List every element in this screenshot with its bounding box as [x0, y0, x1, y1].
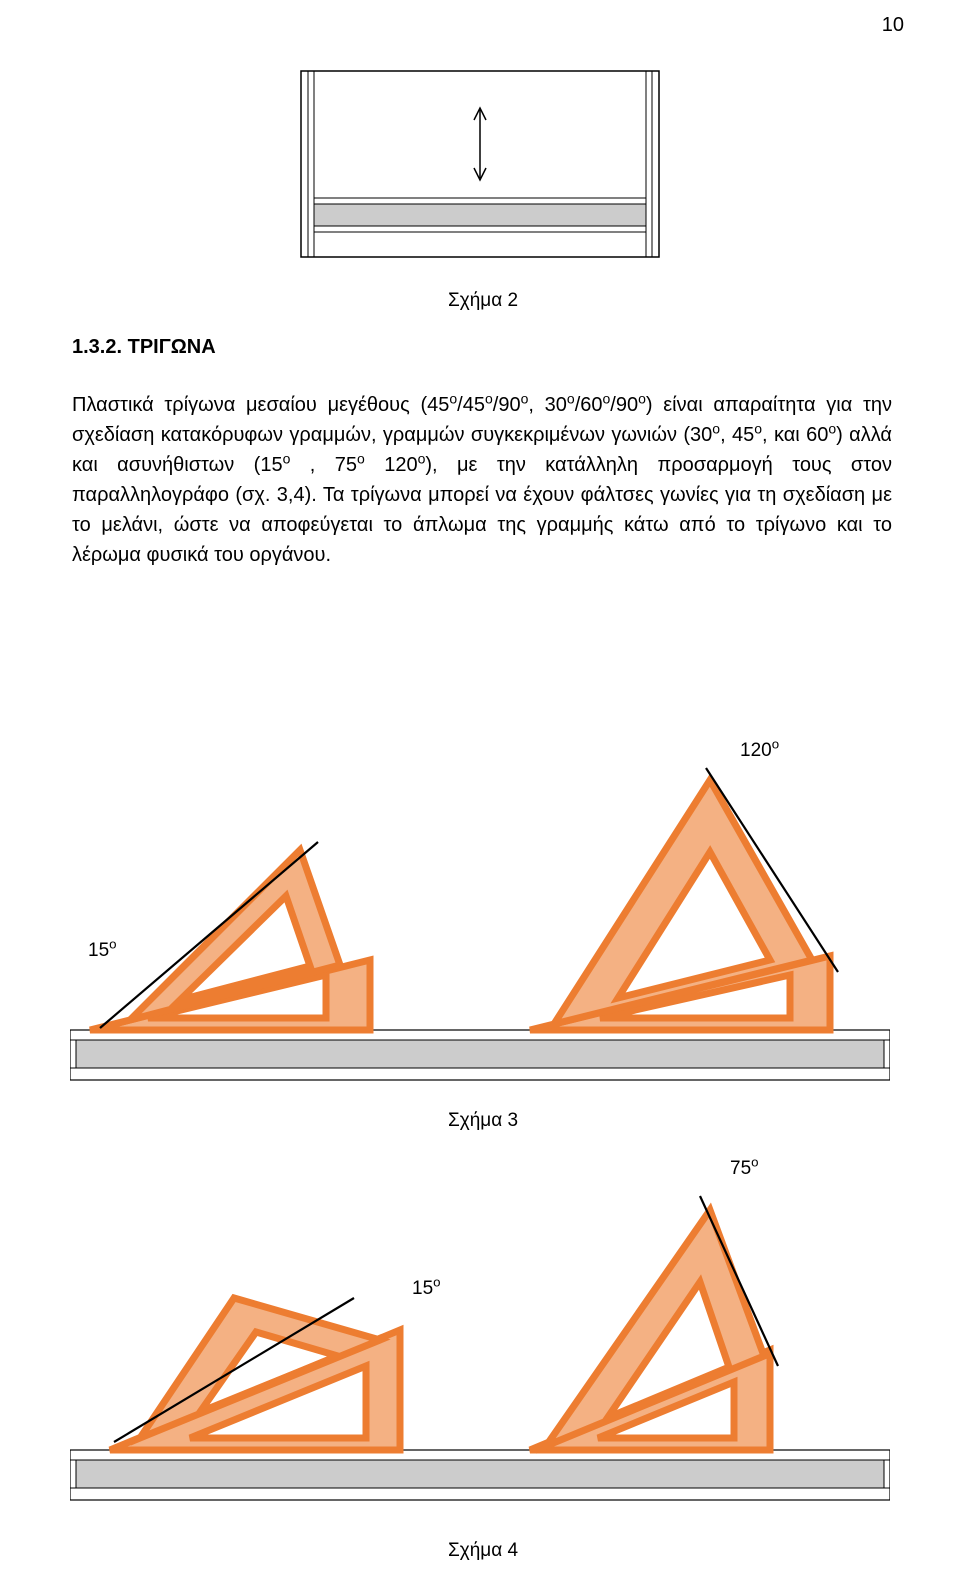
page-number: 10 [882, 14, 904, 37]
figure-1-caption: Σχήμα 2 [448, 290, 518, 312]
angle-120-label: 120ο [740, 740, 779, 762]
section-heading: 1.3.2. ΤΡΙΓΩΝΑ [72, 336, 216, 359]
angle-15-label-fig2: 15ο [88, 940, 117, 962]
degree-symbol: ο [751, 1155, 758, 1170]
figure-1 [300, 70, 660, 305]
figure-2 [70, 760, 890, 1095]
degree-symbol: ο [772, 737, 779, 752]
figure-3-svg [70, 1180, 890, 1510]
angle-15-label-fig3: 15ο [412, 1278, 441, 1300]
figure-3 [70, 1180, 890, 1515]
angle-120-value: 120 [740, 740, 772, 761]
angle-75-label: 75ο [730, 1158, 759, 1180]
degree-symbol: ο [433, 1275, 440, 1290]
degree-symbol: ο [109, 937, 116, 952]
figure-2-caption: Σχήμα 3 [448, 1110, 518, 1132]
angle-15-value: 15 [88, 940, 109, 961]
figure-3-caption: Σχήμα 4 [448, 1540, 518, 1562]
angle-75-value: 75 [730, 1158, 751, 1179]
tsquare-svg [300, 70, 660, 300]
section-number: 1.3.2. [72, 336, 122, 358]
angle-15-value: 15 [412, 1278, 433, 1299]
body-paragraph: Πλαστικά τρίγωνα μεσαίου μεγέθους (45ο/4… [72, 390, 892, 570]
section-title-text: ΤΡΙΓΩΝΑ [128, 336, 216, 358]
figure-2-svg [70, 760, 890, 1090]
page: 10 Σχήμα 2 1.3.2. ΤΡΙΓΩΝΑ Πλαστικά τρίγω… [0, 0, 960, 1594]
